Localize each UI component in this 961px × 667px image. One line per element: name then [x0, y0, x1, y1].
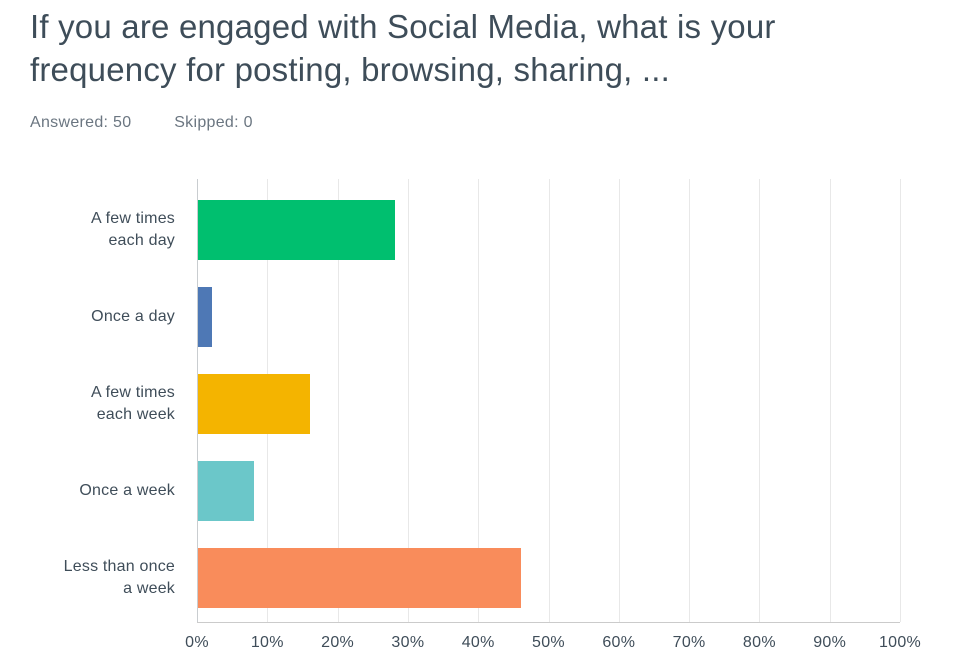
gridline	[829, 179, 831, 622]
answered-count: Answered: 50	[30, 114, 132, 131]
gridline	[407, 179, 409, 622]
category-label: A few times each day	[90, 210, 175, 249]
response-stats: Answered: 50 Skipped: 0	[30, 114, 253, 132]
bar-chart: 0% 10% 20% 30% 40% 50% 60% 70% 80% 90% 100%	[185, 179, 921, 651]
x-axis-tick: 10%	[250, 634, 284, 651]
category-label: A few times each week	[90, 384, 175, 423]
bar-less-than-once-a-week	[198, 548, 522, 608]
x-axis-tick: 60%	[602, 634, 636, 651]
x-axis-tick: 20%	[321, 634, 355, 651]
x-axis-tick: 80%	[742, 634, 776, 651]
x-axis-tick: 100%	[878, 634, 922, 651]
x-axis-tick: 0%	[185, 634, 209, 651]
x-axis-tick: 50%	[532, 634, 565, 651]
x-axis-tick: 40%	[461, 634, 495, 651]
x-axis-tick: 70%	[672, 634, 706, 651]
x-axis-tick: 90%	[813, 634, 847, 651]
question-title-line-2: frequency for posting, browsing, sharing…	[30, 51, 670, 88]
category-label: Once a week	[79, 482, 175, 499]
gridline	[759, 179, 761, 622]
gridline	[337, 179, 339, 622]
bar-a-few-times-each-day	[198, 200, 395, 260]
skipped-count: Skipped: 0	[174, 114, 253, 131]
bar-a-few-times-each-week	[198, 374, 311, 434]
question-title-line-1: If you are engaged with Social Media, wh…	[30, 8, 776, 45]
bar-once-a-week	[198, 461, 255, 521]
category-label: Once a day	[91, 308, 175, 325]
gridline	[548, 179, 550, 622]
category-label: Less than once a week	[63, 558, 175, 597]
gridline	[618, 179, 620, 622]
y-axis-line	[197, 179, 198, 622]
question-title: If you are engaged with Social Media, wh…	[30, 5, 930, 91]
x-axis-tick: 30%	[391, 634, 425, 651]
bar-once-a-day	[198, 287, 213, 347]
gridline	[478, 179, 480, 622]
gridline	[900, 179, 901, 622]
gridline	[689, 179, 691, 622]
